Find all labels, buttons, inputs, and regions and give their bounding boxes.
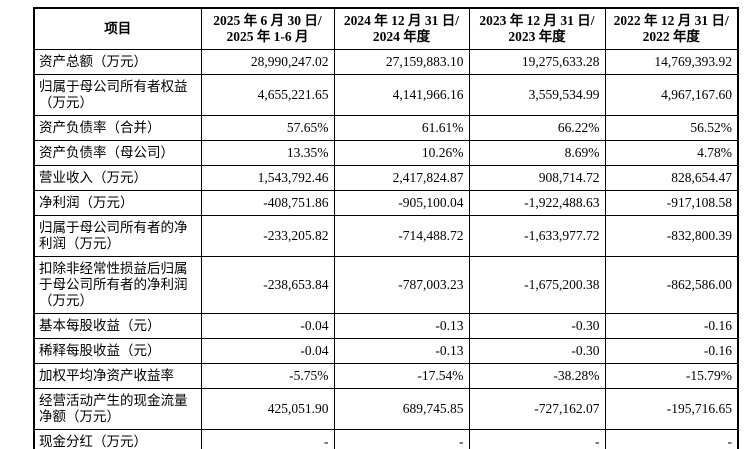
- row-label: 营业收入（万元）: [33, 165, 202, 191]
- value-2024: -: [333, 429, 470, 449]
- value-2024: -0.13: [333, 313, 470, 339]
- row-label: 基本每股收益（元）: [33, 313, 202, 339]
- table-body: 资产总额（万元） 28,990,247.02 27,159,883.10 19,…: [33, 49, 739, 449]
- value-2023: -0.30: [468, 313, 606, 339]
- value-2023: 908,714.72: [468, 165, 606, 191]
- value-2024: -787,003.23: [333, 256, 470, 314]
- column-header-2025: 2025 年 6 月 30 日/ 2025 年 1-6 月: [200, 7, 335, 50]
- column-header-item: 项目: [33, 7, 202, 50]
- row-label: 资产总额（万元）: [33, 49, 202, 75]
- value-2023: -38.28%: [468, 363, 606, 389]
- value-2024: 4,141,966.16: [333, 74, 470, 116]
- value-2022: -: [604, 429, 739, 449]
- value-2024: -0.13: [333, 338, 470, 364]
- value-2023: -0.30: [468, 338, 606, 364]
- value-2023: -1,675,200.38: [468, 256, 606, 314]
- value-2022: -917,108.58: [604, 190, 739, 216]
- value-2022: -15.79%: [604, 363, 739, 389]
- value-2025: -5.75%: [200, 363, 335, 389]
- table-row: 归属于母公司所有者的净利润（万元） -233,205.82 -714,488.7…: [33, 215, 739, 257]
- value-2025: -0.04: [200, 313, 335, 339]
- value-2025: -408,751.86: [200, 190, 335, 216]
- value-2024: -17.54%: [333, 363, 470, 389]
- value-2022: 56.52%: [604, 115, 739, 141]
- value-2025: 28,990,247.02: [200, 49, 335, 75]
- value-2025: 13.35%: [200, 140, 335, 166]
- value-2024: 10.26%: [333, 140, 470, 166]
- table-row: 基本每股收益（元） -0.04 -0.13 -0.30 -0.16: [33, 313, 739, 339]
- table-row: 加权平均净资产收益率 -5.75% -17.54% -38.28% -15.79…: [33, 363, 739, 389]
- table-row: 扣除非经常性损益后归属于母公司所有者的净利润（万元） -238,653.84 -…: [33, 256, 739, 314]
- row-label: 净利润（万元）: [33, 190, 202, 216]
- table-row: 归属于母公司所有者权益（万元） 4,655,221.65 4,141,966.1…: [33, 74, 739, 116]
- table-header-row: 项目 2025 年 6 月 30 日/ 2025 年 1-6 月 2024 年 …: [33, 7, 739, 50]
- value-2022: -832,800.39: [604, 215, 739, 257]
- value-2025: -: [200, 429, 335, 449]
- value-2022: 4,967,167.60: [604, 74, 739, 116]
- table-row: 资产负债率（合并） 57.65% 61.61% 66.22% 56.52%: [33, 115, 739, 141]
- value-2023: -1,633,977.72: [468, 215, 606, 257]
- value-2023: -: [468, 429, 606, 449]
- column-header-2023: 2023 年 12 月 31 日/ 2023 年度: [468, 7, 606, 50]
- value-2025: -233,205.82: [200, 215, 335, 257]
- value-2024: 689,745.85: [333, 388, 470, 430]
- column-header-2024: 2024 年 12 月 31 日/ 2024 年度: [333, 7, 470, 50]
- table-row: 资产总额（万元） 28,990,247.02 27,159,883.10 19,…: [33, 49, 739, 75]
- value-2023: 3,559,534.99: [468, 74, 606, 116]
- value-2025: 57.65%: [200, 115, 335, 141]
- row-label: 资产负债率（母公司）: [33, 140, 202, 166]
- value-2022: -862,586.00: [604, 256, 739, 314]
- value-2025: 4,655,221.65: [200, 74, 335, 116]
- row-label: 归属于母公司所有者权益（万元）: [33, 74, 202, 116]
- row-label: 资产负债率（合并）: [33, 115, 202, 141]
- row-label: 经营活动产生的现金流量净额（万元）: [33, 388, 202, 430]
- value-2023: -727,162.07: [468, 388, 606, 430]
- value-2023: -1,922,488.63: [468, 190, 606, 216]
- value-2022: -195,716.65: [604, 388, 739, 430]
- table-row: 经营活动产生的现金流量净额（万元） 425,051.90 689,745.85 …: [33, 388, 739, 430]
- table-row: 资产负债率（母公司） 13.35% 10.26% 8.69% 4.78%: [33, 140, 739, 166]
- row-label: 现金分红（万元）: [33, 429, 202, 449]
- row-label: 稀释每股收益（元）: [33, 338, 202, 364]
- value-2024: -714,488.72: [333, 215, 470, 257]
- table-row: 营业收入（万元） 1,543,792.46 2,417,824.87 908,7…: [33, 165, 739, 191]
- value-2025: 1,543,792.46: [200, 165, 335, 191]
- row-label: 扣除非经常性损益后归属于母公司所有者的净利润（万元）: [33, 256, 202, 314]
- value-2024: 27,159,883.10: [333, 49, 470, 75]
- value-2022: 14,769,393.92: [604, 49, 739, 75]
- table-row: 现金分红（万元） - - - -: [33, 429, 739, 449]
- value-2022: -0.16: [604, 338, 739, 364]
- value-2025: -0.04: [200, 338, 335, 364]
- value-2022: 4.78%: [604, 140, 739, 166]
- value-2025: 425,051.90: [200, 388, 335, 430]
- value-2023: 66.22%: [468, 115, 606, 141]
- table-row: 稀释每股收益（元） -0.04 -0.13 -0.30 -0.16: [33, 338, 739, 364]
- value-2022: 828,654.47: [604, 165, 739, 191]
- value-2023: 19,275,633.28: [468, 49, 606, 75]
- value-2024: 2,417,824.87: [333, 165, 470, 191]
- value-2024: 61.61%: [333, 115, 470, 141]
- value-2022: -0.16: [604, 313, 739, 339]
- row-label: 加权平均净资产收益率: [33, 363, 202, 389]
- financial-summary-table: 项目 2025 年 6 月 30 日/ 2025 年 1-6 月 2024 年 …: [33, 7, 739, 449]
- table-row: 净利润（万元） -408,751.86 -905,100.04 -1,922,4…: [33, 190, 739, 216]
- value-2025: -238,653.84: [200, 256, 335, 314]
- column-header-2022: 2022 年 12 月 31 日/ 2022 年度: [604, 7, 739, 50]
- value-2023: 8.69%: [468, 140, 606, 166]
- row-label: 归属于母公司所有者的净利润（万元）: [33, 215, 202, 257]
- value-2024: -905,100.04: [333, 190, 470, 216]
